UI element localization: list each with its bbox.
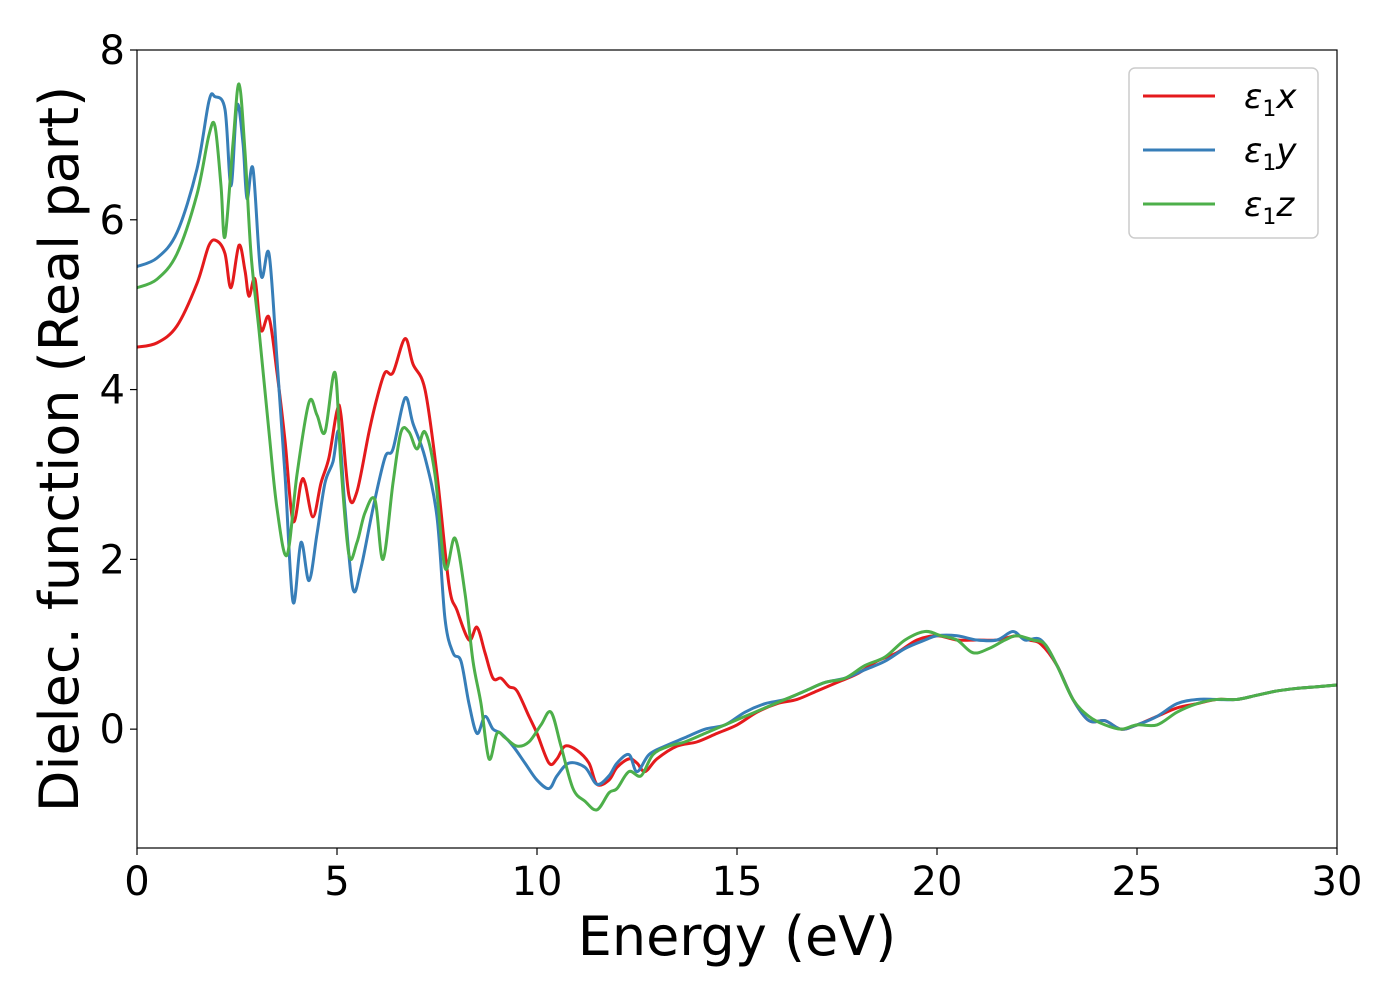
y-tick-label: 8 <box>100 28 125 74</box>
x-tick-label: 30 <box>1312 859 1363 905</box>
x-tick-label: 5 <box>324 859 349 905</box>
series-line-z <box>137 82 1337 812</box>
legend-item-x: ε1x <box>1143 77 1297 122</box>
x-tick-label: 15 <box>712 859 763 905</box>
legend-label: ε1x <box>1244 77 1297 122</box>
x-axis-title: Energy (eV) <box>578 905 897 968</box>
y-axis: 0 2 4 6 8 <box>100 28 137 753</box>
y-tick-label: 6 <box>100 198 125 244</box>
legend-item-y: ε1y <box>1143 131 1297 176</box>
x-tick-label: 10 <box>512 859 563 905</box>
y-tick-label: 0 <box>100 707 125 753</box>
y-axis-title: Dielec. function (Real part) <box>28 86 91 812</box>
legend-label: ε1y <box>1244 131 1297 176</box>
x-tick-label: 0 <box>124 859 149 905</box>
y-tick-label: 2 <box>100 537 125 583</box>
x-tick-label: 25 <box>1112 859 1163 905</box>
x-tick-label: 20 <box>912 859 963 905</box>
legend-item-z: ε1z <box>1143 185 1295 230</box>
legend-items: ε1x ε1y ε1z <box>1143 77 1297 230</box>
series-layer <box>137 82 1337 812</box>
x-axis: 0 5 10 15 20 25 30 <box>124 848 1362 905</box>
legend-box <box>1128 67 1319 239</box>
y-tick-label: 4 <box>100 368 125 414</box>
legend-label: ε1z <box>1244 185 1295 230</box>
legend: ε1x ε1y ε1z <box>1128 67 1319 239</box>
